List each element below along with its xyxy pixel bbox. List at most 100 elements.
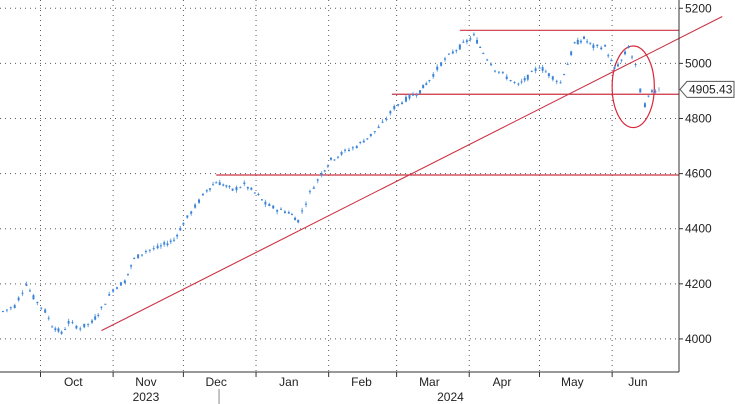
price-bar-body [476,39,479,44]
price-bar-body [166,243,169,246]
price-bar-body [436,66,439,70]
price-bar-body [627,46,630,49]
price-bar-body [385,119,388,121]
x-month-label: Mar [419,375,440,389]
price-bar-body [100,306,103,308]
price-bar-body [494,70,496,72]
price-bar-body [634,63,637,65]
price-bar-body [517,83,520,85]
price-bar-body [64,329,67,331]
price-bar-body [509,79,512,82]
price-bar-body [526,74,529,80]
price-bar-body [9,307,12,309]
price-bar-body [447,53,450,55]
price-bar-body [419,90,422,94]
price-bar-body [312,187,315,189]
x-month-label: Feb [351,375,372,389]
grid-layer [0,0,679,372]
price-bar-body [13,305,16,308]
price-bar-body [583,36,586,39]
y-tick-label: 4000 [685,332,712,346]
price-bar-body [523,78,526,81]
price-bar-body [404,96,407,102]
price-bar-body [397,104,400,106]
price-bar-body [198,199,201,203]
price-bar-body [362,140,365,143]
y-tick-label: 4400 [685,222,712,236]
price-bar-body [116,287,119,289]
price-bar-body [501,72,504,74]
price-bar-body [340,152,343,155]
price-bar-body [472,34,475,36]
price-bar-body [326,165,329,167]
x-month-label: Dec [206,375,227,389]
price-bar-body [276,210,279,212]
price-bar-body [290,214,293,216]
x-month-label: Oct [64,375,83,389]
price-bar-body [243,182,246,185]
price-bar-body [530,71,533,73]
price-bar-body [366,138,369,140]
price-bar-body [250,187,253,190]
price-bar-body [79,328,82,330]
price-bar-body [228,186,231,188]
price-bar-body [201,193,204,196]
price-bar-body [551,76,554,80]
price-bar-body [235,187,238,191]
trendline [101,16,723,332]
price-bar-body [520,81,523,83]
y-tick-label: 4600 [685,167,712,181]
price-bar-body [54,328,57,331]
price-bar-body [650,90,653,92]
price-bar-body [141,254,144,256]
price-bar-body [71,322,74,324]
price-bar-body [75,325,78,329]
price-bar-body [294,217,297,221]
price-bar-body [563,74,566,76]
price-bar-body [283,211,286,213]
price-bar-body [173,239,176,241]
price-bar-body [369,133,372,136]
price-bar-body [268,203,271,206]
price-bar-body [301,210,304,212]
last-value-tag-shape [679,80,735,98]
price-bar-body [639,88,642,93]
price-bar-body [17,297,20,301]
price-bar-body [654,91,657,93]
price-bar-body [186,215,189,218]
price-bar-body [486,59,489,61]
price-bar-body [112,289,115,292]
price-bar-body [205,190,208,192]
x-month-label: Apr [493,375,512,389]
price-bar-body [586,41,589,43]
price-bar-body [47,317,50,319]
price-bar-body [458,44,461,50]
price-bar-body [393,105,396,110]
price-bar-body [534,68,537,71]
series-layer [2,32,660,335]
price-bar-body [559,82,562,84]
y-tick-label: 4200 [685,277,712,291]
price-bar-body [287,212,290,214]
price-bar-body [87,323,90,325]
price-bar-body [432,74,435,77]
last-value-label: 4905.43 [679,80,735,98]
price-bar-body [465,40,468,43]
price-bar-body [643,103,646,108]
annotation-layer [101,16,723,332]
y-tick-label: 5200 [685,1,712,15]
price-bar-body [182,223,185,225]
x-month-label: Jun [628,375,647,389]
price-bar-body [159,245,162,247]
price-bar-body [83,323,86,328]
price-bar-body [604,45,607,47]
price-bar-body [32,295,35,300]
price-bar-body [607,55,610,57]
price-bar-body [156,245,159,249]
price-bar-body [408,94,411,99]
price-bar-body [218,182,221,186]
price-bar-body [130,265,133,267]
price-bar-body [333,159,336,161]
price-bar-body [133,257,136,259]
price-bar-body [260,199,263,201]
